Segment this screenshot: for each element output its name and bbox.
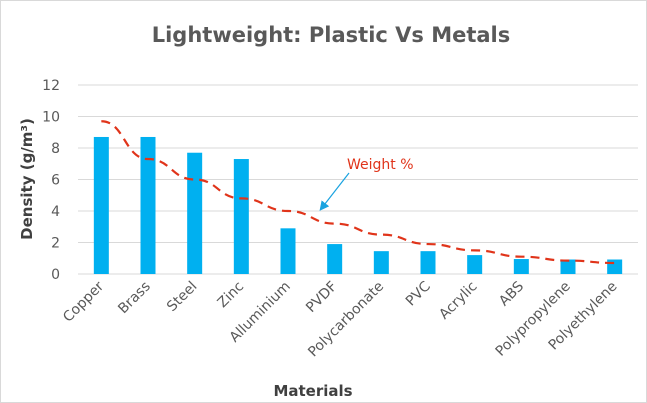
y-tick-label: 10	[42, 110, 60, 126]
bar	[513, 259, 529, 274]
y-axis-ticks: 0 2 4 6 8 10 12	[42, 78, 60, 283]
bar	[327, 244, 343, 274]
bar	[420, 251, 436, 274]
bar	[140, 136, 156, 274]
y-tick-label: 4	[51, 204, 60, 220]
bars	[93, 136, 623, 274]
x-tick-label: PVDF	[303, 279, 340, 316]
chart-title: Lightweight: Plastic Vs Metals	[152, 23, 511, 47]
x-tick-label: Zinc	[215, 279, 248, 312]
y-tick-label: 2	[51, 236, 60, 252]
bar	[560, 259, 576, 274]
x-tick-label: Acrylic	[436, 279, 480, 323]
bar	[187, 152, 203, 274]
trendline-label: Weight %	[347, 157, 414, 173]
y-tick-label: 6	[51, 173, 60, 189]
bar	[280, 228, 296, 274]
bar	[607, 259, 623, 274]
x-tick-label: PVC	[403, 278, 434, 309]
trendline-layer	[101, 120, 615, 265]
y-tick-label: 12	[42, 78, 60, 94]
annotation-arrow	[319, 172, 350, 211]
x-tick-label: Copper	[60, 278, 107, 325]
gridlines	[78, 84, 638, 275]
x-tick-label: Brass	[115, 279, 154, 318]
bar	[373, 251, 389, 274]
y-tick-label: 8	[51, 141, 60, 157]
trendline	[101, 120, 615, 265]
bar	[93, 136, 109, 274]
x-tick-label: Steel	[164, 279, 200, 315]
bar	[233, 159, 249, 274]
x-axis-title: Materials	[273, 382, 352, 400]
y-axis-title: Density (g/m³)	[18, 118, 36, 240]
x-tick-label: ABS	[496, 278, 527, 309]
y-tick-label: 0	[51, 267, 60, 283]
bar	[467, 255, 483, 274]
